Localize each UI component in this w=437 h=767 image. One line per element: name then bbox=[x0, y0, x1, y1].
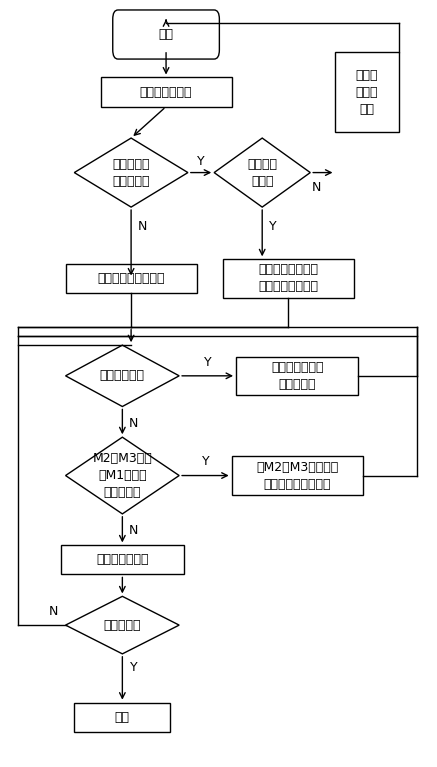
Text: 结束: 结束 bbox=[115, 711, 130, 723]
Text: 按自动运行按钮: 按自动运行按钮 bbox=[140, 86, 192, 98]
Polygon shape bbox=[74, 138, 188, 207]
Text: 开始: 开始 bbox=[159, 28, 173, 41]
Bar bbox=[61, 545, 184, 574]
Text: N: N bbox=[128, 417, 138, 430]
Text: Y: Y bbox=[201, 456, 209, 468]
FancyBboxPatch shape bbox=[113, 10, 219, 59]
Text: M2、M3电机
与M1电机是
否速度差异: M2、M3电机 与M1电机是 否速度差异 bbox=[93, 452, 152, 499]
Polygon shape bbox=[66, 345, 179, 407]
Text: Y: Y bbox=[269, 220, 277, 232]
Text: Y: Y bbox=[129, 661, 137, 674]
Bar bbox=[101, 77, 232, 107]
Bar bbox=[223, 259, 354, 298]
Text: 是否停机？: 是否停机？ bbox=[104, 619, 141, 631]
Text: N: N bbox=[312, 182, 322, 194]
Polygon shape bbox=[66, 437, 179, 514]
Text: 位置异常吗？: 位置异常吗？ bbox=[100, 370, 145, 382]
Text: 对电机执行差别速
度、差别时间启动: 对电机执行差别速 度、差别时间启动 bbox=[258, 263, 319, 294]
Text: 是否停车
后发生: 是否停车 后发生 bbox=[247, 157, 277, 188]
Bar bbox=[336, 52, 399, 132]
Polygon shape bbox=[214, 138, 310, 207]
Bar bbox=[232, 456, 363, 495]
Bar bbox=[66, 264, 197, 293]
Text: N: N bbox=[128, 525, 138, 537]
Bar bbox=[74, 703, 170, 732]
Text: 位置极限开
关是否动作: 位置极限开 关是否动作 bbox=[112, 157, 150, 188]
Text: 三电机同步运行: 三电机同步运行 bbox=[96, 554, 149, 566]
Bar bbox=[236, 357, 358, 395]
Polygon shape bbox=[66, 597, 179, 653]
Text: 对各电机执行差
别速度输入: 对各电机执行差 别速度输入 bbox=[271, 360, 323, 391]
Text: N: N bbox=[137, 220, 147, 232]
Text: 按预设方案启动电机: 按预设方案启动电机 bbox=[97, 272, 165, 285]
Text: Y: Y bbox=[197, 155, 205, 167]
Text: Y: Y bbox=[204, 356, 212, 368]
Text: 对M2或M3电机按差
别修正电机速度输入: 对M2或M3电机按差 别修正电机速度输入 bbox=[256, 460, 338, 491]
Text: N: N bbox=[49, 605, 58, 617]
Text: 人工排
除机械
故障: 人工排 除机械 故障 bbox=[356, 68, 378, 116]
